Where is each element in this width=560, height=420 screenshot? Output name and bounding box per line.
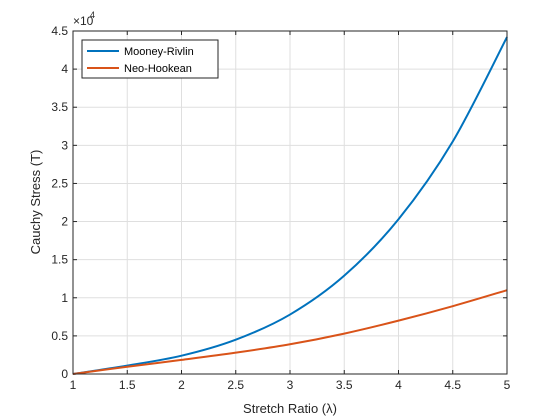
y-exponent-power: 4 (90, 10, 95, 20)
x-tick-label: 4.5 (444, 378, 461, 392)
x-tick-label: 3.5 (336, 378, 353, 392)
axis-ticks: 1 1.5 2 2.5 3 3.5 4 4.5 5 0 0.5 1 1.5 2 2.5 3 3.5 4 4.5 (51, 24, 510, 392)
y-tick-label: 2.5 (51, 176, 68, 190)
y-tick-label: 4 (61, 62, 68, 76)
x-tick-label: 1.5 (119, 378, 136, 392)
series-line-mooney-rivlin (72, 36, 508, 375)
y-tick-label: 2 (61, 215, 68, 229)
legend: Mooney-Rivlin Neo-Hookean (81, 39, 219, 79)
y-tick-label: 3 (61, 138, 68, 152)
y-tick-label: 4.5 (51, 24, 68, 38)
x-tick-label: 2.5 (227, 378, 244, 392)
x-tick-label: 1 (70, 378, 77, 392)
series-lines (72, 36, 508, 375)
series-line-neo-hookean (72, 289, 508, 375)
x-axis-label: Stretch Ratio (λ) (243, 401, 337, 416)
y-tick-label: 1.5 (51, 253, 68, 267)
legend-box (81, 39, 219, 79)
x-tick-label: 2 (178, 378, 185, 392)
y-exponent-base: ×10 (73, 14, 94, 28)
x-tick-label: 4 (395, 378, 402, 392)
y-axis-label: Cauchy Stress (T) (28, 150, 43, 255)
y-tick-label: 1 (61, 291, 68, 305)
grid-lines (72, 30, 508, 375)
x-tick-label: 5 (504, 378, 511, 392)
x-tick-label: 3 (287, 378, 294, 392)
y-tick-label: 0.5 (51, 329, 68, 343)
legend-label-neo-hookean: Neo-Hookean (124, 63, 192, 75)
y-tick-label: 0 (61, 367, 68, 381)
legend-label-mooney-rivlin: Mooney-Rivlin (124, 46, 194, 58)
y-tick-label: 3.5 (51, 100, 68, 114)
